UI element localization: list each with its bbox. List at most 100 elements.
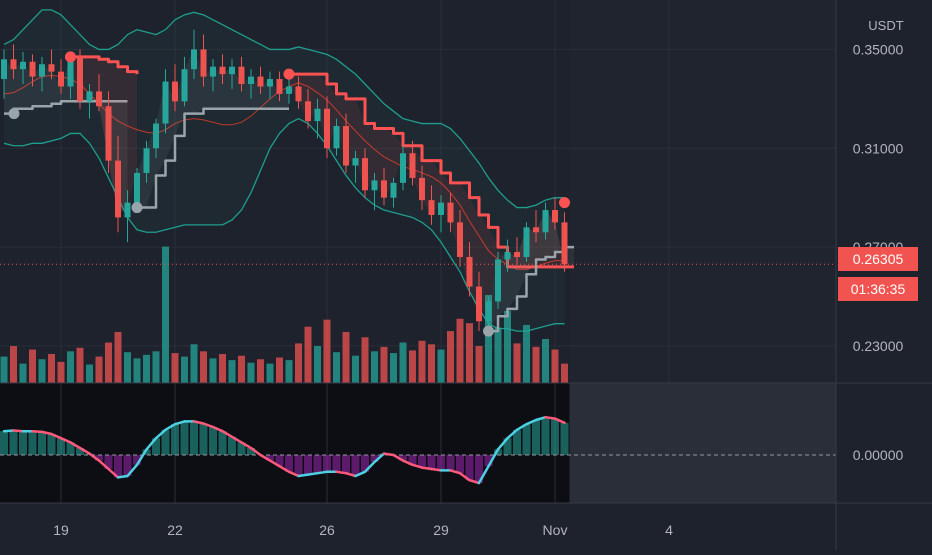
oscillator-line <box>363 460 376 474</box>
volume-bars <box>0 246 568 383</box>
candle-body <box>134 172 140 203</box>
candle-body <box>276 79 283 94</box>
volume-bar <box>152 351 160 383</box>
candle-body <box>96 91 102 107</box>
signal-markers <box>8 51 570 337</box>
oscillator-histogram-bar <box>484 455 493 467</box>
oscillator-histogram-bar <box>247 448 255 455</box>
buy-signal-marker <box>8 108 20 120</box>
candle-body <box>58 71 64 87</box>
oscillator-histogram-bar <box>465 455 474 481</box>
oscillator-histogram-bar <box>47 434 56 455</box>
oscillator-line <box>59 436 72 444</box>
oscillator-histogram-bar <box>199 423 208 455</box>
last-price-badge <box>838 247 918 271</box>
volume-bar <box>437 349 445 383</box>
volume-bar <box>542 339 549 383</box>
volume-bar <box>238 355 245 383</box>
volume-bar <box>513 343 521 383</box>
candle-body <box>162 81 169 124</box>
oscillator-line <box>268 459 281 468</box>
volume-bar <box>219 353 226 383</box>
last-price-text: 0.26305 <box>853 251 904 267</box>
oscillator-histogram-bar <box>19 431 27 455</box>
volume-bar <box>228 360 236 383</box>
price-labels: USDT 0.26305 01:36:35 <box>838 18 918 301</box>
candle-body <box>523 227 530 257</box>
volume-bar <box>143 354 150 383</box>
candle-body <box>314 108 321 122</box>
price-tick-label: 0.23000 <box>853 338 904 354</box>
oscillator-line <box>316 470 329 475</box>
oscillator-line <box>211 425 224 433</box>
volume-bar <box>399 342 407 383</box>
volume-bar <box>361 337 369 383</box>
volume-bar <box>76 347 84 383</box>
volume-bar <box>114 331 122 383</box>
sell-signal-marker <box>65 51 76 63</box>
volume-bar <box>475 346 483 383</box>
oscillator-line <box>221 429 234 439</box>
candle-body <box>86 91 93 102</box>
volume-bar <box>418 340 426 383</box>
candle-body <box>400 153 406 183</box>
oscillator-histogram-bar <box>522 424 531 455</box>
supertrend-line <box>137 112 194 209</box>
candle-body <box>267 79 273 87</box>
supertrend-line <box>488 245 574 333</box>
oscillator-line <box>40 430 53 436</box>
volume-bar <box>266 363 274 383</box>
volume-bar <box>57 361 65 383</box>
bollinger-lower-line <box>3 117 565 332</box>
candle-body <box>248 76 254 85</box>
candle-body <box>324 108 330 149</box>
candle-body <box>352 158 359 166</box>
oscillator-histogram-bar <box>161 429 170 455</box>
oscillator-histogram-bar <box>275 455 284 467</box>
oscillator-line <box>88 452 101 462</box>
volume-bar <box>352 355 359 383</box>
volume-bar <box>276 357 283 383</box>
oscillator-line <box>145 436 158 451</box>
volume-bar <box>171 353 179 383</box>
oscillator-line <box>420 466 433 471</box>
volume-bar <box>523 324 530 383</box>
volume-bar <box>456 318 464 383</box>
candle-body <box>191 49 197 70</box>
oscillator-histogram-bar <box>503 438 512 455</box>
candle-body <box>10 59 17 70</box>
oscillator-line <box>164 422 177 432</box>
candle-body <box>115 160 121 218</box>
volume-bar <box>342 331 350 383</box>
candle-body <box>533 227 539 233</box>
volume-bar <box>133 358 141 383</box>
oscillator-histogram-bar <box>28 431 37 455</box>
oscillator-line <box>544 415 557 420</box>
oscillator-line <box>411 463 424 469</box>
candle-body <box>333 126 340 149</box>
candle-body <box>20 61 26 70</box>
oscillator-histogram-bar <box>361 455 369 472</box>
oscillator-histogram-bar <box>475 455 483 483</box>
candle-body <box>438 202 444 215</box>
volume-bar <box>67 351 74 383</box>
oscillator-histogram-bar <box>218 431 227 455</box>
candle-body <box>514 252 520 257</box>
candle-body <box>238 66 245 85</box>
candle-body <box>295 86 302 102</box>
oscillator-histogram-bar <box>142 449 151 455</box>
buy-signal-marker <box>483 325 494 337</box>
volume-bar <box>485 295 492 383</box>
oscillator-histogram-bar <box>66 442 75 455</box>
oscillator-line <box>515 422 528 432</box>
volume-bar <box>19 363 27 383</box>
oscillator-line <box>496 436 509 451</box>
volume-bar <box>323 319 331 383</box>
sell-signal-marker <box>283 68 295 80</box>
candle-body <box>153 123 159 149</box>
oscillator-line <box>154 428 167 440</box>
oscillator-line <box>78 446 91 455</box>
oscillator-histogram-bar <box>351 455 360 476</box>
